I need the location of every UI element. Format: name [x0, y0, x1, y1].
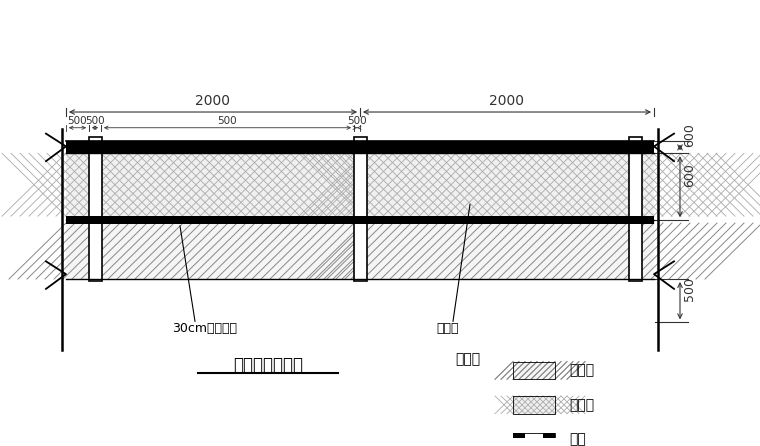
Bar [89, 141, 102, 153]
Bar [629, 141, 642, 153]
Bar [66, 223, 354, 279]
Bar [513, 396, 555, 414]
Text: 500: 500 [217, 116, 237, 126]
Text: 500: 500 [347, 116, 367, 126]
Bar [543, 434, 555, 445]
Text: 30cm高踢脚板: 30cm高踢脚板 [173, 322, 237, 335]
Text: 2000: 2000 [195, 94, 230, 108]
Bar [366, 216, 654, 224]
Text: 500: 500 [68, 116, 87, 126]
Bar [366, 141, 654, 153]
Bar [629, 136, 642, 281]
Bar [513, 362, 555, 379]
Bar [513, 434, 555, 445]
Text: 600: 600 [683, 124, 696, 147]
Text: 防护栏杆立面图: 防护栏杆立面图 [233, 356, 303, 374]
Bar [354, 136, 367, 281]
Text: 图例：: 图例： [455, 352, 480, 366]
Bar [66, 216, 354, 224]
Bar [66, 141, 354, 153]
Bar [66, 153, 354, 216]
Text: 立杆: 立杆 [569, 432, 586, 446]
Text: 2000: 2000 [489, 94, 524, 108]
Text: 500: 500 [85, 116, 105, 126]
Text: 密目网: 密目网 [437, 322, 459, 335]
Bar [89, 136, 102, 281]
Bar [629, 216, 642, 224]
Bar [354, 216, 367, 224]
Bar [366, 223, 654, 279]
Bar [513, 434, 525, 445]
Bar [366, 153, 654, 216]
Text: 500: 500 [683, 277, 696, 301]
Bar [513, 362, 555, 379]
Bar [354, 141, 367, 153]
Text: 踢脚板: 踢脚板 [569, 363, 594, 377]
Bar [513, 396, 555, 414]
Text: 密目网: 密目网 [569, 398, 594, 412]
Text: 600: 600 [683, 163, 696, 187]
Bar [89, 216, 102, 224]
